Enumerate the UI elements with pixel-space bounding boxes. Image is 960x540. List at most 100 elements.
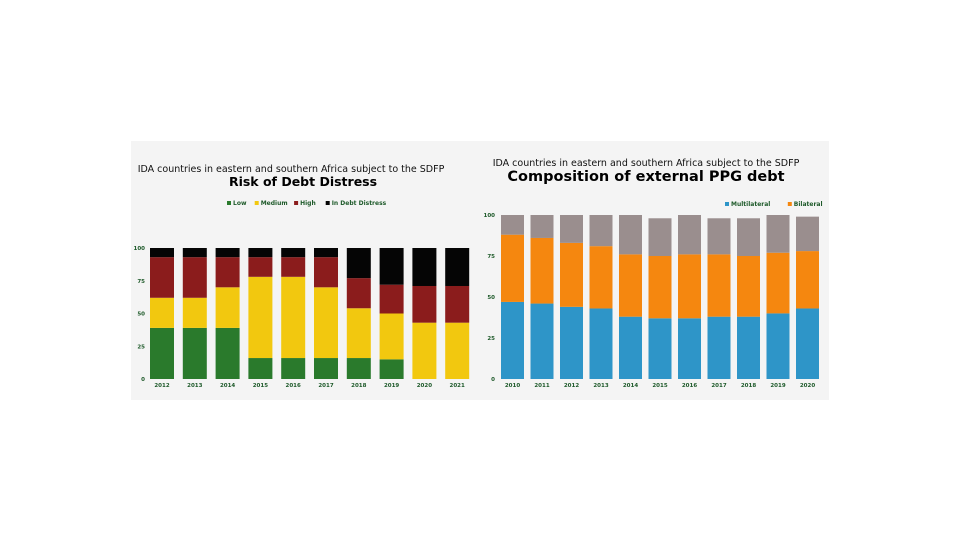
y-tick-label: 100 xyxy=(484,213,496,219)
bar-segment-in-debt-distress-2021 xyxy=(445,248,470,286)
x-tick-label: 2012 xyxy=(564,383,579,389)
legend-label-medium: Medium xyxy=(261,200,288,207)
x-tick-label: 2015 xyxy=(652,383,667,389)
bar-segment-multilateral-2017 xyxy=(707,316,731,379)
x-tick-label: 2021 xyxy=(450,383,465,389)
bar-segment-bilateral-2017 xyxy=(707,254,731,317)
bar-segment-bilateral-2016 xyxy=(678,254,701,319)
bar-segment-high-2021 xyxy=(445,285,470,323)
legend-swatch-in-debt-distress xyxy=(325,201,330,205)
y-tick-label: 50 xyxy=(137,312,145,318)
x-tick-label: 2011 xyxy=(534,383,549,389)
chart-subtitle: IDA countries in eastern and southern Af… xyxy=(493,158,800,169)
bar-segment-private-2014 xyxy=(619,215,642,255)
bar-segment-in-debt-distress-2014 xyxy=(215,248,240,258)
legend-swatch-low xyxy=(227,201,231,205)
y-tick-label: 25 xyxy=(137,344,145,350)
legend-label-low: Low xyxy=(233,200,247,207)
x-axis-ticks: 2010 2011 2012 2013 2014 2015 2016 2017 2018 2019… xyxy=(505,383,815,389)
bar-segment-medium-2017 xyxy=(314,287,338,359)
bar-segment-medium-2015 xyxy=(248,276,273,359)
bar-segment-low-2014 xyxy=(215,327,240,379)
bar-segment-private-2019 xyxy=(766,215,790,253)
legend-label-in-debt-distress: In Debt Distress xyxy=(332,200,387,207)
x-tick-label: 2019 xyxy=(770,383,785,389)
bar-segment-bilateral-2012 xyxy=(560,242,583,307)
bar-segment-bilateral-2011 xyxy=(530,237,554,304)
bar-segment-multilateral-2014 xyxy=(619,316,642,379)
x-tick-label: 2020 xyxy=(800,383,815,389)
y-tick-label: 0 xyxy=(491,377,495,383)
bar-segment-bilateral-2020 xyxy=(796,251,819,309)
bar-segment-in-debt-distress-2012 xyxy=(150,248,174,258)
bar-segment-multilateral-2015 xyxy=(648,318,672,379)
bar-segment-high-2017 xyxy=(314,257,338,288)
bar-segment-in-debt-distress-2016 xyxy=(281,248,306,258)
y-tick-label: 75 xyxy=(137,279,145,285)
bar-segment-low-2012 xyxy=(150,327,174,379)
bar-segment-multilateral-2020 xyxy=(796,308,819,379)
bar-segment-multilateral-2018 xyxy=(737,316,760,379)
bar-segment-private-2013 xyxy=(589,215,613,247)
bar-segment-medium-2014 xyxy=(215,287,240,328)
bar-segment-medium-2021 xyxy=(445,322,470,379)
x-tick-label: 2019 xyxy=(384,383,399,389)
x-tick-label: 2014 xyxy=(220,383,235,389)
bar-segment-in-debt-distress-2020 xyxy=(412,248,437,286)
chart-legend: MultilateralBilateralPrivate xyxy=(725,201,823,208)
bar-segment-multilateral-2012 xyxy=(560,306,583,379)
bar-segment-in-debt-distress-2018 xyxy=(346,248,371,279)
bar-segment-medium-2016 xyxy=(281,276,306,359)
y-tick-label: 75 xyxy=(487,254,495,260)
legend-label-multilateral: Multilateral xyxy=(731,201,770,208)
x-tick-label: 2016 xyxy=(286,383,301,389)
x-tick-label: 2016 xyxy=(682,383,697,389)
bar-segment-low-2017 xyxy=(314,358,338,379)
bar-segment-private-2018 xyxy=(737,218,760,256)
x-axis-ticks: 2012 2013 2014 2015 2016 2017 2018 2019 2020 2021 xyxy=(154,383,465,389)
bars-group xyxy=(150,248,470,379)
bar-segment-in-debt-distress-2015 xyxy=(248,248,273,258)
charts-panel: IDA countries in eastern and southern Af… xyxy=(131,141,829,400)
legend-swatch-multilateral xyxy=(725,202,729,206)
bar-segment-bilateral-2019 xyxy=(766,252,790,314)
bar-segment-medium-2019 xyxy=(379,313,404,360)
x-tick-label: 2013 xyxy=(593,383,608,389)
bar-segment-bilateral-2010 xyxy=(501,234,524,302)
bar-segment-bilateral-2013 xyxy=(589,246,613,309)
bar-segment-private-2012 xyxy=(560,215,583,243)
x-tick-label: 2018 xyxy=(351,383,366,389)
bar-segment-private-2020 xyxy=(796,216,819,252)
x-tick-label: 2017 xyxy=(711,383,726,389)
y-tick-label: 25 xyxy=(487,336,495,342)
chart-title: Composition of external PPG debt xyxy=(507,169,784,185)
bar-segment-low-2019 xyxy=(379,359,404,379)
y-axis-ticks: 0 25 50 75 100 xyxy=(484,213,496,383)
bars-group xyxy=(501,215,819,379)
x-tick-label: 2012 xyxy=(154,383,169,389)
bar-segment-bilateral-2014 xyxy=(619,254,642,317)
x-tick-label: 2010 xyxy=(505,383,520,389)
legend-label-high: High xyxy=(300,200,316,207)
bar-segment-bilateral-2015 xyxy=(648,256,672,319)
bar-segment-low-2015 xyxy=(248,358,273,379)
y-tick-label: 50 xyxy=(487,295,495,301)
bar-segment-high-2020 xyxy=(412,285,437,323)
bar-segment-multilateral-2013 xyxy=(589,308,613,379)
x-tick-label: 2015 xyxy=(253,383,268,389)
bar-segment-multilateral-2010 xyxy=(501,301,524,379)
bar-segment-medium-2012 xyxy=(150,297,174,328)
y-tick-label: 100 xyxy=(134,246,146,252)
bar-segment-low-2013 xyxy=(182,327,207,379)
chart-subtitle: IDA countries in eastern and southern Af… xyxy=(138,164,445,175)
bar-segment-in-debt-distress-2013 xyxy=(182,248,207,258)
bar-segment-private-2016 xyxy=(678,215,701,255)
legend-swatch-bilateral xyxy=(787,202,792,206)
bar-segment-medium-2013 xyxy=(182,297,207,328)
risk-of-debt-distress-chart: IDA countries in eastern and southern Af… xyxy=(134,164,470,389)
bar-segment-in-debt-distress-2019 xyxy=(379,248,404,285)
bar-segment-medium-2020 xyxy=(412,322,437,379)
x-tick-label: 2018 xyxy=(741,383,756,389)
x-tick-label: 2013 xyxy=(187,383,202,389)
bar-segment-bilateral-2018 xyxy=(737,256,760,317)
